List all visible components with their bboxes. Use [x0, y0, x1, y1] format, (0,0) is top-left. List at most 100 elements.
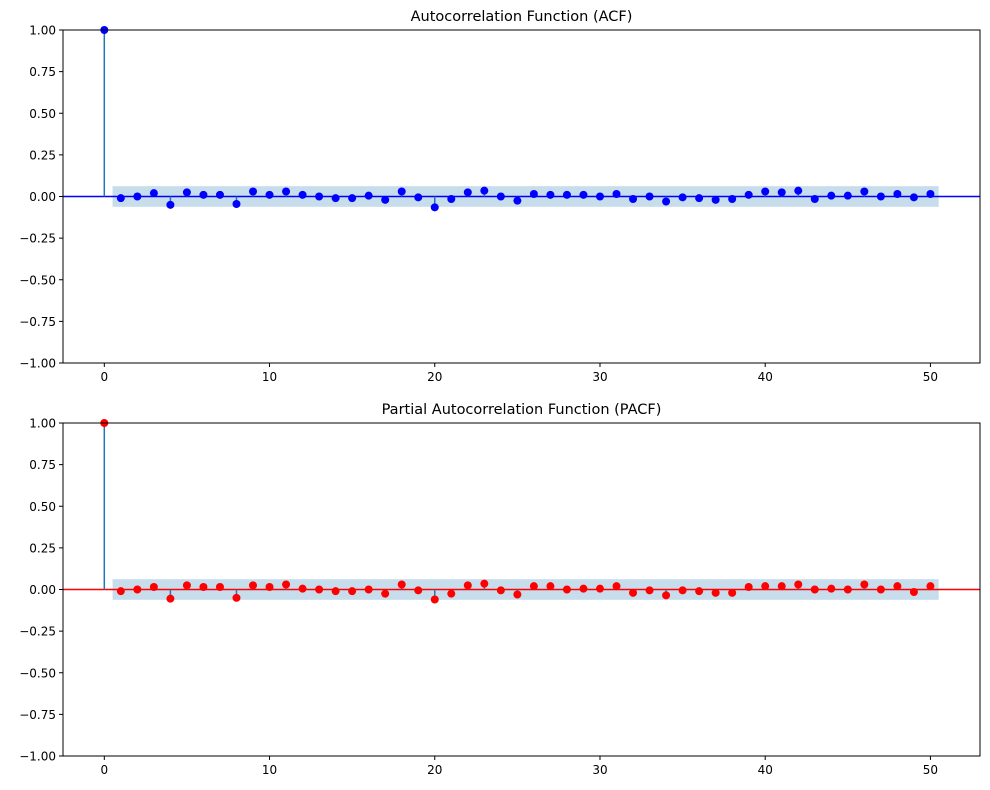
acf-point-lag-7 — [215, 190, 224, 199]
pacf-point-lag-2 — [133, 585, 142, 594]
acf-point-lag-6 — [199, 190, 208, 199]
pacf-point-lag-31 — [612, 582, 621, 591]
pacf-point-lag-5 — [182, 581, 191, 590]
pacf-point-lag-44 — [827, 584, 836, 593]
acf-point-lag-27 — [546, 190, 555, 199]
acf-panel: Autocorrelation Function (ACF) 0 10 20 30 40 5… — [19, 9, 981, 384]
pacf-point-lag-46 — [860, 580, 869, 589]
acf-point-lag-35 — [678, 193, 687, 202]
pacf-ytick-label: −0.50 — [19, 666, 56, 680]
pacf-point-lag-6 — [199, 583, 208, 592]
pacf-xtick-label: 0 — [100, 763, 108, 777]
pacf-xtick-label: 40 — [758, 763, 773, 777]
acf-ytick-label: 0.25 — [29, 148, 56, 162]
acf-ytick-label: −1.00 — [19, 357, 56, 371]
acf-point-lag-23 — [480, 186, 489, 195]
pacf-point-lag-39 — [744, 583, 753, 592]
acf-point-lag-38 — [728, 194, 737, 203]
pacf-point-lag-22 — [463, 581, 472, 590]
acf-point-lag-19 — [414, 193, 423, 202]
acf-ytick-label: −0.25 — [19, 232, 56, 246]
pacf-point-lag-34 — [662, 591, 671, 600]
pacf-ytick-label: 0.00 — [29, 583, 56, 597]
pacf-title: Partial Autocorrelation Function (PACF) — [382, 402, 662, 418]
pacf-ytick-label: −1.00 — [19, 750, 56, 764]
pacf-ytick-label: 1.00 — [29, 417, 56, 431]
acf-point-lag-44 — [827, 191, 836, 200]
acf-point-lag-36 — [695, 194, 704, 203]
acf-point-lag-41 — [777, 188, 786, 197]
pacf-point-lag-13 — [315, 585, 324, 594]
acf-point-lag-18 — [397, 187, 406, 196]
acf-ytick-label: 0.50 — [29, 107, 56, 121]
pacf-ytick-label: −0.25 — [19, 625, 56, 639]
acf-point-lag-49 — [909, 193, 918, 202]
acf-point-lag-31 — [612, 190, 621, 199]
acf-point-lag-20 — [430, 203, 439, 212]
acf-point-lag-48 — [893, 190, 902, 199]
pacf-point-lag-24 — [496, 586, 505, 595]
acf-point-lag-45 — [843, 191, 852, 200]
pacf-point-lag-7 — [215, 583, 224, 592]
acf-point-lag-21 — [447, 194, 456, 203]
acf-point-lag-37 — [711, 195, 720, 204]
pacf-point-lag-1 — [116, 587, 125, 596]
acf-point-lag-28 — [562, 190, 571, 199]
pacf-point-lag-43 — [810, 585, 819, 594]
acf-point-lag-50 — [926, 190, 935, 199]
pacf-point-lag-8 — [232, 593, 241, 602]
pacf-point-lag-23 — [480, 579, 489, 588]
pacf-ytick-label: 0.25 — [29, 541, 56, 555]
pacf-point-lag-19 — [414, 586, 423, 595]
acf-point-lag-12 — [298, 190, 307, 199]
pacf-point-lag-41 — [777, 582, 786, 591]
pacf-point-lag-40 — [761, 582, 770, 591]
pacf-xtick-label: 10 — [262, 763, 277, 777]
acf-xtick-label: 40 — [758, 370, 773, 384]
pacf-point-lag-36 — [695, 587, 704, 596]
acf-point-lag-40 — [761, 187, 770, 196]
acf-ytick-label: −0.75 — [19, 315, 56, 329]
acf-xtick-label: 20 — [427, 370, 442, 384]
pacf-point-lag-45 — [843, 585, 852, 594]
pacf-point-lag-42 — [794, 580, 803, 589]
pacf-point-lag-10 — [265, 583, 274, 592]
pacf-point-lag-4 — [166, 594, 175, 603]
acf-point-lag-3 — [149, 189, 158, 198]
acf-point-lag-22 — [463, 188, 472, 197]
pacf-ytick-label: 0.50 — [29, 500, 56, 514]
acf-ytick-label: 0.00 — [29, 190, 56, 204]
pacf-point-lag-21 — [447, 589, 456, 598]
acf-point-lag-34 — [662, 197, 671, 206]
acf-xtick-label: 50 — [923, 370, 938, 384]
pacf-point-lag-14 — [331, 587, 340, 596]
pacf-point-lag-15 — [348, 587, 357, 596]
acf-point-lag-30 — [595, 192, 604, 201]
acf-point-lag-15 — [348, 194, 357, 203]
pacf-point-lag-29 — [579, 584, 588, 593]
pacf-point-lag-50 — [926, 582, 935, 591]
acf-point-lag-46 — [860, 187, 869, 196]
acf-point-lag-1 — [116, 194, 125, 203]
pacf-point-lag-25 — [513, 590, 522, 599]
pacf-panel: Partial Autocorrelation Function (PACF) 0… — [19, 402, 981, 777]
acf-point-lag-4 — [166, 200, 175, 209]
pacf-point-lag-20 — [430, 595, 439, 604]
pacf-xtick-label: 30 — [592, 763, 607, 777]
acf-title: Autocorrelation Function (ACF) — [411, 9, 633, 25]
acf-ytick-label: −0.50 — [19, 273, 56, 287]
pacf-ytick-label: −0.75 — [19, 708, 56, 722]
acf-xtick-label: 10 — [262, 370, 277, 384]
acf-ytick-label: 1.00 — [29, 24, 56, 38]
acf-point-lag-39 — [744, 190, 753, 199]
pacf-xtick-label: 50 — [923, 763, 938, 777]
acf-point-lag-10 — [265, 190, 274, 199]
acf-point-lag-33 — [645, 192, 654, 201]
acf-point-lag-26 — [529, 190, 538, 199]
pacf-point-lag-17 — [381, 589, 390, 598]
pacf-point-lag-37 — [711, 588, 720, 597]
pacf-point-lag-26 — [529, 582, 538, 591]
acf-point-lag-11 — [282, 187, 291, 196]
acf-point-lag-43 — [810, 194, 819, 203]
